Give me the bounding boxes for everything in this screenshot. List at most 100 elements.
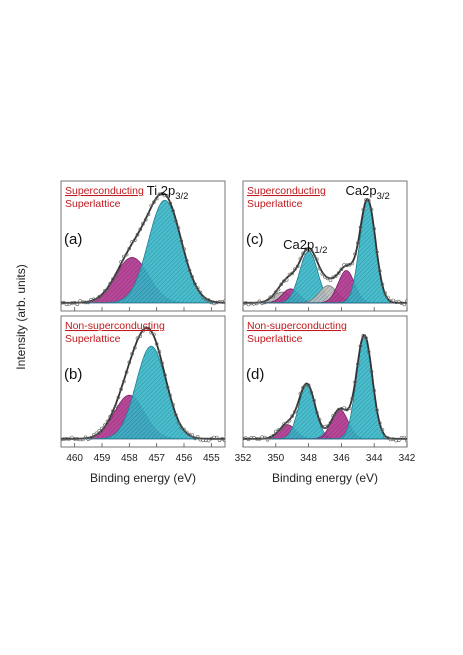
data-point bbox=[195, 434, 200, 439]
panel-label: (b) bbox=[64, 366, 82, 383]
data-point bbox=[271, 294, 275, 299]
data-point bbox=[377, 421, 382, 425]
data-point bbox=[141, 328, 145, 333]
data-point bbox=[372, 388, 377, 393]
data-point bbox=[130, 240, 134, 244]
data-point bbox=[369, 369, 374, 374]
sample-tag: Non-superconducting bbox=[247, 320, 347, 332]
data-point bbox=[331, 275, 336, 280]
data-point bbox=[174, 219, 178, 223]
data-point bbox=[287, 418, 292, 423]
peak-label: Ca2p3/2 bbox=[345, 183, 389, 202]
data-point bbox=[366, 198, 371, 203]
data-point bbox=[75, 302, 80, 307]
data-point bbox=[312, 398, 316, 403]
panel-d: 352 350 348 346 344 342 Binding energy (eV) Non… bbox=[235, 315, 416, 485]
data-point bbox=[369, 207, 374, 212]
data-point bbox=[375, 250, 379, 254]
data-point bbox=[171, 209, 175, 213]
panel-label: (c) bbox=[246, 231, 264, 248]
data-point bbox=[358, 344, 363, 348]
data-point bbox=[141, 221, 145, 226]
data-point bbox=[201, 295, 205, 300]
data-point bbox=[350, 396, 355, 401]
data-point bbox=[334, 274, 338, 278]
data-point bbox=[133, 345, 137, 350]
data-point bbox=[168, 393, 173, 398]
data-point bbox=[119, 260, 123, 264]
data-point bbox=[152, 200, 156, 204]
data-point bbox=[146, 212, 151, 217]
data-point bbox=[122, 254, 126, 259]
component-peak-cyan bbox=[61, 199, 225, 304]
x-axis-label: Binding energy (eV) bbox=[90, 471, 196, 485]
data-point bbox=[94, 298, 99, 302]
data-point bbox=[265, 299, 270, 304]
data-point bbox=[290, 271, 295, 276]
data-point bbox=[358, 225, 363, 230]
data-point bbox=[223, 438, 225, 443]
panel-frame bbox=[60, 315, 226, 448]
data-point bbox=[380, 282, 385, 287]
x-tick-label: 342 bbox=[399, 453, 416, 464]
data-point bbox=[314, 257, 319, 262]
data-point bbox=[320, 271, 325, 276]
data-point bbox=[124, 370, 129, 374]
data-point bbox=[383, 291, 387, 295]
x-tick-label: 456 bbox=[176, 453, 193, 464]
data-point bbox=[295, 403, 300, 408]
x-tick-label: 455 bbox=[203, 453, 220, 464]
fit-envelope-line bbox=[243, 334, 407, 440]
data-point bbox=[306, 247, 311, 251]
data-point bbox=[154, 196, 159, 201]
data-point bbox=[184, 430, 189, 435]
data-point bbox=[372, 227, 377, 231]
data-point bbox=[97, 429, 102, 433]
data-point bbox=[127, 360, 132, 365]
data-point bbox=[184, 258, 189, 263]
data-point bbox=[182, 247, 186, 251]
data-point bbox=[391, 437, 396, 441]
panel-frame bbox=[60, 180, 226, 312]
component-peak-cyan bbox=[243, 335, 407, 440]
data-point bbox=[386, 436, 390, 440]
data-point bbox=[345, 407, 349, 412]
panel-frame bbox=[242, 180, 408, 312]
data-point bbox=[168, 201, 173, 206]
data-point bbox=[405, 438, 407, 443]
data-point bbox=[135, 336, 140, 341]
data-point bbox=[405, 299, 407, 303]
data-point bbox=[355, 362, 360, 366]
x-tick-label: 459 bbox=[94, 453, 111, 464]
data-point bbox=[179, 239, 184, 243]
data-point bbox=[176, 420, 181, 425]
data-point bbox=[212, 435, 216, 440]
data-point bbox=[146, 326, 151, 331]
data-point bbox=[206, 438, 211, 443]
data-point bbox=[334, 411, 338, 416]
panel-b: 460 459 458 457 456 455 Binding energy (eV) Non… bbox=[60, 315, 226, 485]
data-point bbox=[361, 207, 366, 212]
plot-area bbox=[243, 197, 407, 307]
data-point bbox=[86, 300, 91, 305]
data-point bbox=[375, 408, 379, 412]
data-point bbox=[198, 290, 203, 295]
data-point bbox=[306, 383, 311, 388]
data-point bbox=[273, 429, 278, 434]
data-point bbox=[309, 390, 314, 395]
data-point bbox=[301, 251, 305, 256]
data-point bbox=[366, 349, 371, 354]
data-point bbox=[293, 409, 297, 414]
data-point bbox=[223, 299, 225, 303]
panel-label: (a) bbox=[64, 231, 82, 248]
data-point bbox=[399, 301, 404, 305]
data-point bbox=[89, 436, 93, 440]
data-point bbox=[165, 385, 170, 390]
peak-label: Ca2p1/2 bbox=[283, 237, 327, 256]
data-point bbox=[217, 438, 222, 443]
data-point bbox=[271, 433, 275, 438]
panel-label: (d) bbox=[246, 366, 264, 383]
sample-tag: Non-superconducting bbox=[65, 320, 165, 332]
data-point bbox=[149, 330, 153, 335]
data-point bbox=[97, 294, 102, 299]
